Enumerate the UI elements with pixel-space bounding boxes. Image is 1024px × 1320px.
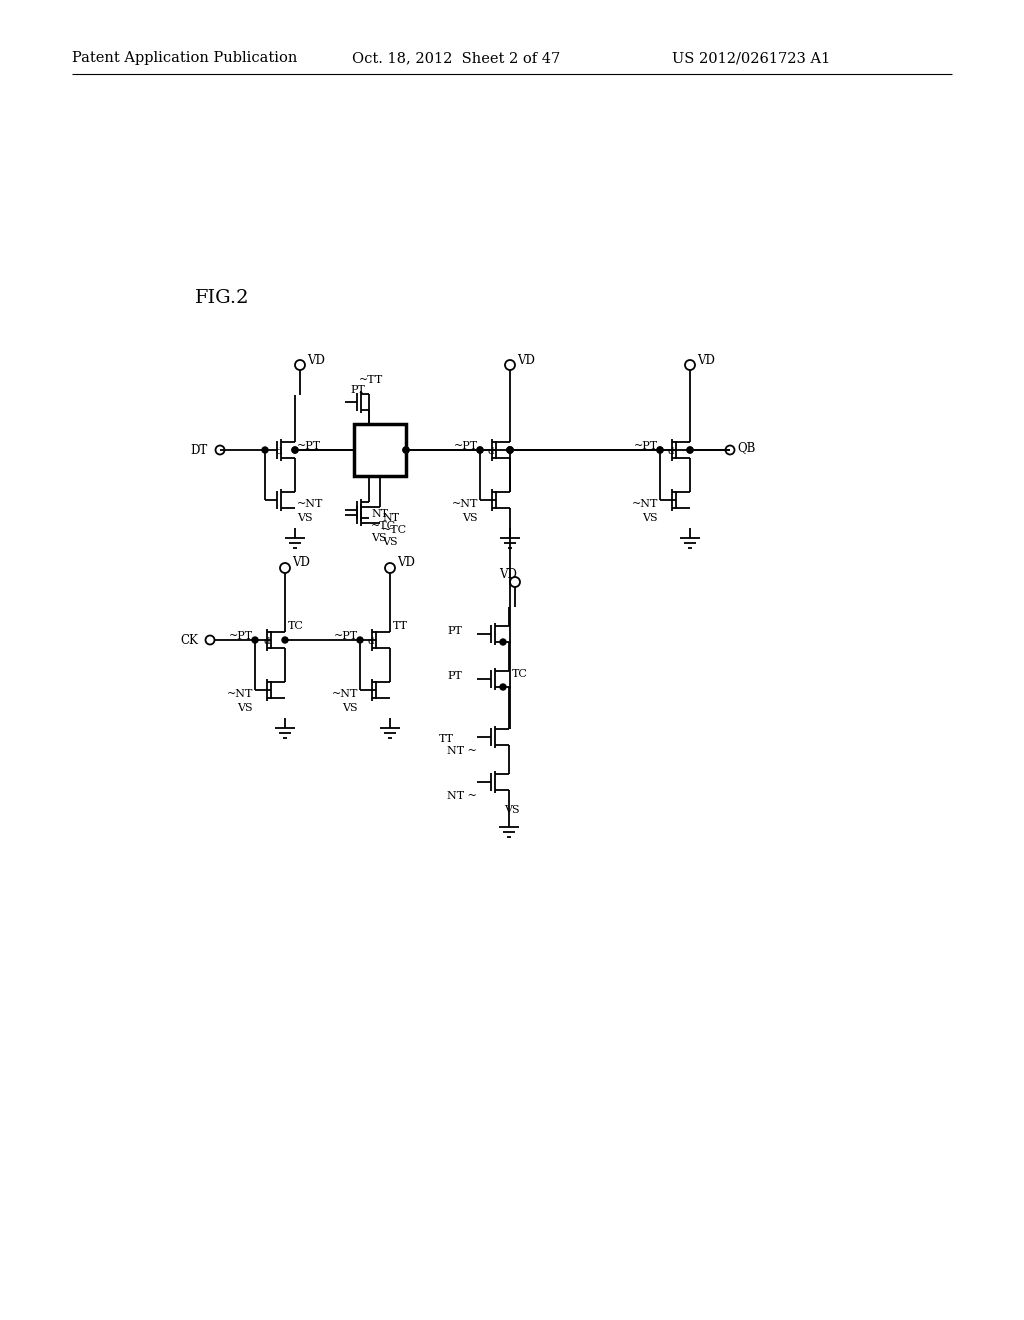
Text: ~NT: ~NT (632, 499, 658, 510)
Circle shape (477, 447, 483, 453)
Text: CK: CK (180, 634, 198, 647)
Text: ~PT: ~PT (334, 631, 358, 642)
Text: QB: QB (737, 441, 756, 454)
Text: VS: VS (238, 704, 253, 713)
Text: d: d (488, 447, 495, 457)
Circle shape (500, 639, 506, 645)
Bar (354, 424, 406, 477)
Text: VD: VD (697, 354, 715, 367)
Text: ~PT: ~PT (229, 631, 253, 642)
Text: VS: VS (371, 533, 387, 543)
Text: VS: VS (504, 805, 519, 814)
Circle shape (477, 447, 483, 453)
Circle shape (282, 638, 288, 643)
Text: VD: VD (397, 557, 415, 569)
Circle shape (657, 447, 663, 453)
Text: TT: TT (439, 734, 454, 744)
Text: ~TC: ~TC (382, 525, 408, 535)
Circle shape (403, 447, 409, 453)
Text: DT: DT (190, 444, 208, 457)
Text: FIG.2: FIG.2 (195, 289, 250, 308)
Text: PT: PT (447, 671, 462, 681)
Text: NT ~: NT ~ (447, 746, 477, 756)
Text: d: d (668, 447, 675, 457)
Text: PT: PT (350, 385, 365, 395)
Circle shape (507, 447, 513, 453)
Text: VS: VS (642, 513, 658, 523)
Text: VD: VD (499, 568, 517, 581)
Text: ~TT: ~TT (359, 375, 383, 385)
Text: TC: TC (512, 669, 528, 678)
Text: TC: TC (288, 620, 304, 631)
Text: ~NT: ~NT (332, 689, 358, 700)
Text: Patent Application Publication: Patent Application Publication (72, 51, 297, 65)
Text: NT: NT (382, 513, 399, 523)
Circle shape (507, 447, 513, 453)
Text: VD: VD (517, 354, 535, 367)
Text: ~NT: ~NT (452, 499, 478, 510)
Text: VS: VS (342, 704, 358, 713)
Text: ~TC: ~TC (371, 521, 396, 531)
Circle shape (357, 638, 362, 643)
Text: ~PT: ~PT (297, 441, 322, 451)
Text: VS: VS (463, 513, 478, 523)
Text: TT: TT (393, 620, 408, 631)
Circle shape (687, 447, 693, 453)
Circle shape (292, 447, 298, 453)
Text: Oct. 18, 2012  Sheet 2 of 47: Oct. 18, 2012 Sheet 2 of 47 (352, 51, 560, 65)
Text: VD: VD (292, 557, 310, 569)
Circle shape (292, 447, 298, 453)
Circle shape (262, 447, 268, 453)
Circle shape (657, 447, 663, 453)
Text: d: d (263, 638, 269, 647)
Circle shape (252, 638, 258, 643)
Text: NT ~: NT ~ (447, 791, 477, 801)
Text: US 2012/0261723 A1: US 2012/0261723 A1 (672, 51, 830, 65)
Circle shape (507, 447, 513, 453)
Text: NT: NT (371, 510, 388, 519)
Text: ~NT: ~NT (226, 689, 253, 700)
Text: VS: VS (297, 513, 312, 523)
Circle shape (403, 447, 409, 453)
Text: PT: PT (447, 626, 462, 636)
Text: d: d (276, 447, 283, 457)
Text: d: d (368, 638, 375, 647)
Text: ~PT: ~PT (454, 441, 478, 451)
Text: VD: VD (307, 354, 325, 367)
Circle shape (507, 447, 513, 453)
Text: ~NT: ~NT (297, 499, 324, 510)
Circle shape (687, 447, 693, 453)
Text: VS: VS (382, 537, 397, 546)
Circle shape (500, 684, 506, 690)
Text: ~PT: ~PT (634, 441, 658, 451)
